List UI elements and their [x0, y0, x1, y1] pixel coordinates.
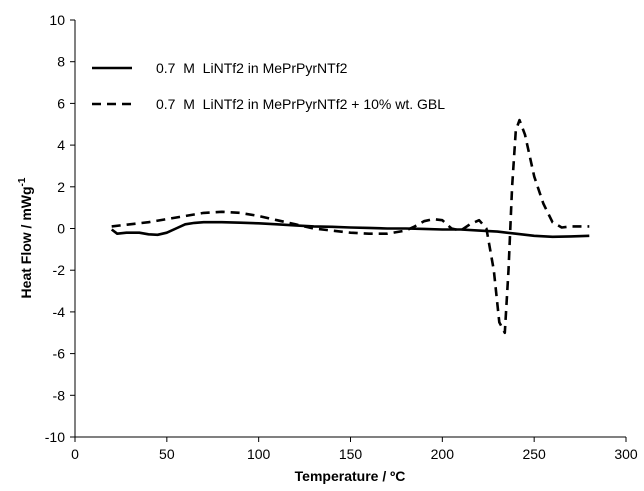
y-tick-label: -2: [53, 262, 66, 278]
x-tick-label: 200: [431, 446, 455, 462]
y-axis-ticks: -10 -8 -6 -4 -2 0 2 4 6 8 10: [45, 12, 75, 445]
x-tick-label: 0: [71, 446, 79, 462]
x-tick-label: 250: [522, 446, 546, 462]
y-axis-title: Heat Flow / mWg-1: [17, 177, 34, 298]
x-axis-ticks: 0 50 100 150 200 250 300: [71, 437, 638, 462]
y-tick-label: 2: [57, 179, 65, 195]
y-tick-label: 8: [57, 54, 65, 70]
y-tick-label: -10: [45, 429, 65, 445]
y-axis-title-superscript: -1: [17, 177, 28, 186]
y-tick-label: -6: [53, 346, 66, 362]
series-line-1: [110, 220, 590, 239]
y-tick-label: 0: [57, 221, 65, 237]
series-line-2: [111, 118, 590, 335]
legend-label-2: 0.7 M LiNTf2 in MePrPyrNTf2 + 10% wt. GB…: [156, 96, 445, 112]
series-lines: [110, 118, 590, 335]
legend: 0.7 M LiNTf2 in MePrPyrNTf2 0.7 M LiNTf2 …: [92, 60, 445, 112]
x-axis-title: Temperature / ºC: [295, 468, 406, 484]
legend-label-1: 0.7 M LiNTf2 in MePrPyrNTf2: [156, 60, 348, 76]
x-tick-label: 50: [159, 446, 175, 462]
y-tick-label: 10: [49, 12, 65, 28]
y-tick-label: -4: [53, 304, 66, 320]
y-tick-label: -8: [53, 387, 66, 403]
x-tick-label: 150: [339, 446, 363, 462]
y-tick-label: 4: [57, 137, 65, 153]
x-tick-label: 100: [247, 446, 271, 462]
x-tick-label: 300: [614, 446, 638, 462]
y-axis-title-main: Heat Flow / mWg: [18, 186, 34, 298]
y-tick-label: 6: [57, 95, 65, 111]
